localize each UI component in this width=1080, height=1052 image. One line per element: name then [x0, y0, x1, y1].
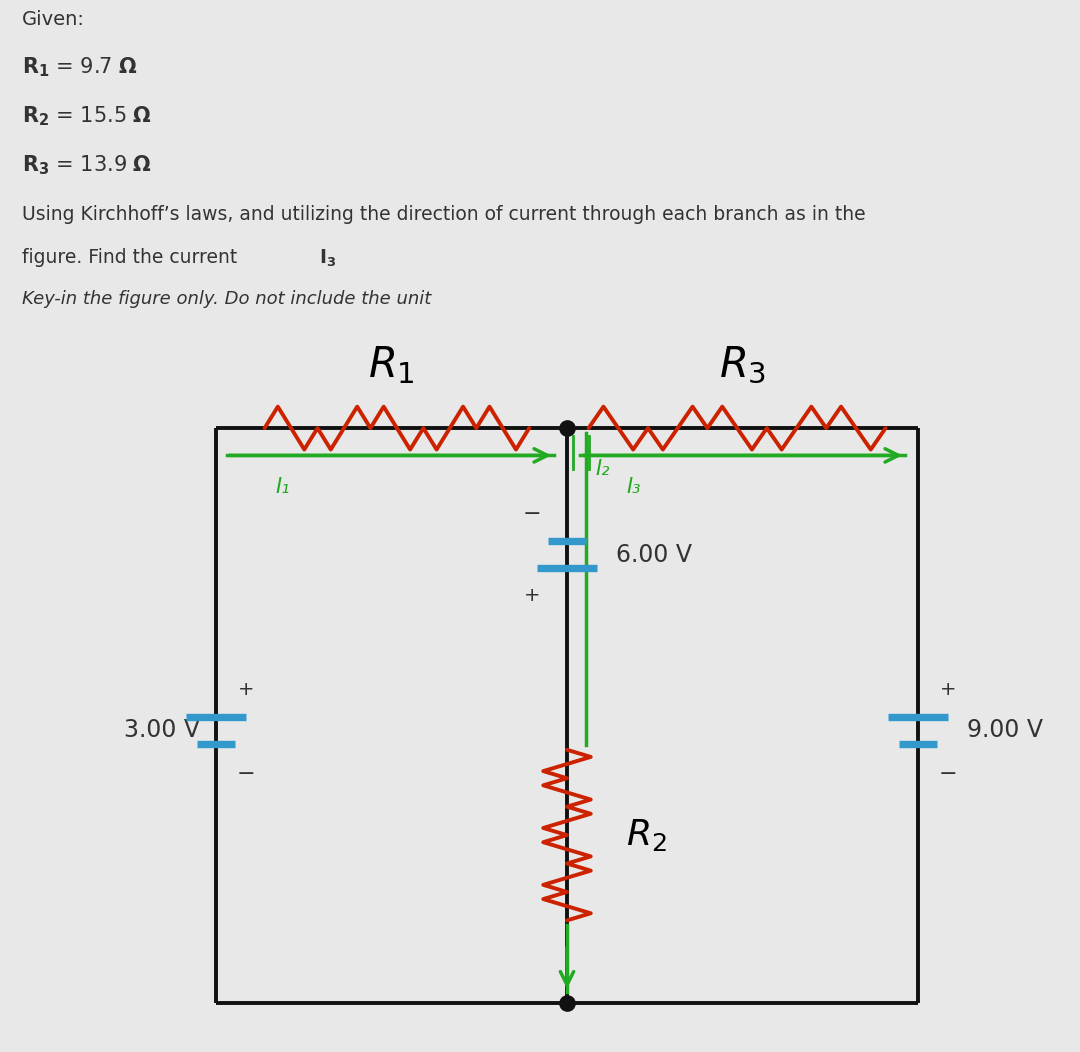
Text: $R_3$: $R_3$	[719, 344, 766, 386]
Text: Using Kirchhoff’s laws, and utilizing the direction of current through each bran: Using Kirchhoff’s laws, and utilizing th…	[22, 205, 865, 224]
Text: 9.00 V: 9.00 V	[967, 719, 1042, 743]
Text: $\mathbf{R_3}$ = 13.9 $\mathbf{\Omega}$: $\mathbf{R_3}$ = 13.9 $\mathbf{\Omega}$	[22, 154, 151, 177]
Text: −: −	[237, 764, 256, 784]
Text: Given:: Given:	[22, 9, 84, 28]
Text: +: +	[524, 586, 541, 605]
Text: I₂: I₂	[595, 460, 609, 480]
Text: $\mathbf{R_1}$ = 9.7 $\mathbf{\Omega}$: $\mathbf{R_1}$ = 9.7 $\mathbf{\Omega}$	[22, 56, 137, 79]
Text: 3.00 V: 3.00 V	[124, 719, 200, 743]
Text: figure. Find the current: figure. Find the current	[22, 248, 243, 267]
Text: +: +	[238, 680, 255, 699]
Text: 6.00 V: 6.00 V	[616, 543, 691, 567]
Text: $\mathbf{R_2}$ = 15.5 $\mathbf{\Omega}$: $\mathbf{R_2}$ = 15.5 $\mathbf{\Omega}$	[22, 104, 151, 128]
Text: $R_2$: $R_2$	[626, 817, 667, 853]
Text: $\mathbf{I_3}$: $\mathbf{I_3}$	[319, 248, 336, 269]
Text: I₁: I₁	[275, 477, 289, 497]
Text: Key-in the figure only. Do not include the unit: Key-in the figure only. Do not include t…	[22, 290, 431, 308]
Text: I₃: I₃	[626, 477, 640, 497]
Text: −: −	[523, 504, 542, 524]
Text: −: −	[939, 764, 958, 784]
Text: $R_1$: $R_1$	[368, 344, 415, 386]
Text: +: +	[940, 680, 957, 699]
